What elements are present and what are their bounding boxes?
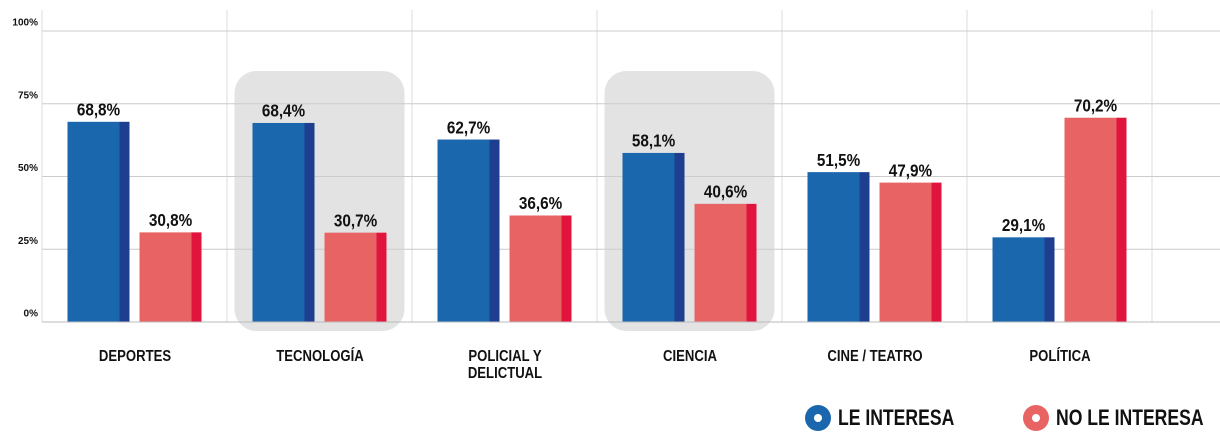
bar-face — [324, 232, 377, 322]
bar-side — [931, 182, 942, 322]
value-label: 47,9% — [889, 160, 932, 180]
bar-side — [1116, 117, 1127, 322]
bar — [252, 122, 315, 323]
bar-face — [67, 121, 120, 323]
x-tick-label: DEPORTES — [98, 348, 171, 365]
bar — [139, 232, 202, 322]
bar — [324, 232, 387, 322]
value-label: 30,7% — [334, 210, 377, 230]
bar-side — [376, 232, 387, 322]
bar-side — [561, 215, 572, 322]
bar-face — [252, 122, 305, 323]
value-label: 40,6% — [704, 181, 747, 201]
bar — [694, 203, 757, 322]
value-label: 58,1% — [632, 131, 675, 151]
bar — [437, 139, 500, 322]
bar — [879, 182, 942, 322]
bar-side — [489, 139, 500, 322]
bar-face — [1064, 117, 1117, 322]
bar-face — [437, 139, 490, 322]
y-tick-label: 0% — [24, 309, 39, 320]
bar-face — [807, 172, 860, 322]
y-tick-label: 75% — [18, 90, 38, 101]
value-label: 30,8% — [149, 210, 192, 230]
bar — [992, 237, 1055, 322]
value-label: 62,7% — [447, 117, 490, 137]
x-tick-label: POLÍTICA — [1028, 348, 1091, 365]
y-tick-label: 25% — [18, 236, 38, 247]
bar-side — [746, 203, 757, 322]
bar-face — [694, 203, 747, 322]
bar — [807, 172, 870, 322]
y-tick-label: 50% — [18, 163, 38, 174]
legend-label: NO LE INTERESA — [1056, 406, 1204, 430]
value-label: 51,5% — [817, 150, 860, 170]
x-tick-label: TECNOLOGÍA — [275, 348, 364, 365]
value-label: 68,8% — [77, 99, 120, 119]
legend-label: LE INTERESA — [838, 406, 954, 430]
bar-side — [119, 121, 130, 323]
bar-face — [622, 152, 675, 322]
bar-side — [1044, 237, 1055, 322]
value-label: 70,2% — [1074, 95, 1117, 115]
bar — [67, 121, 130, 323]
bar — [1064, 117, 1127, 322]
legend-swatch-dot — [814, 414, 822, 422]
x-tick-label: POLICIAL Y DELICTUAL — [467, 348, 542, 382]
bar — [622, 152, 685, 322]
bar-face — [139, 232, 192, 322]
bar-side — [674, 152, 685, 322]
value-label: 36,6% — [519, 193, 562, 213]
legend-swatch-dot — [1032, 414, 1040, 422]
bar-side — [859, 172, 870, 322]
bar-face — [879, 182, 932, 322]
bar — [509, 215, 572, 322]
bar-face — [509, 215, 562, 322]
y-tick-label: 100% — [12, 18, 38, 29]
bar-side — [304, 122, 315, 323]
bar-side — [191, 232, 202, 322]
x-tick-label: CIENCIA — [662, 348, 717, 365]
bar-face — [992, 237, 1045, 322]
value-label: 68,4% — [262, 101, 305, 121]
x-tick-label: CINE / TEATRO — [826, 348, 923, 365]
value-label: 29,1% — [1002, 215, 1045, 235]
